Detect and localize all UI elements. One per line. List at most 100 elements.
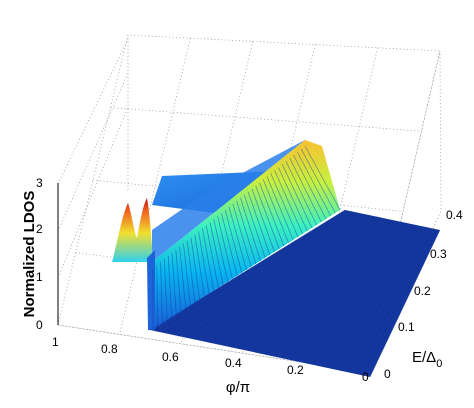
mesh-line	[237, 217, 384, 349]
mesh-line	[259, 219, 393, 354]
surface-mesh	[149, 145, 441, 378]
z-tick-label: 3	[36, 176, 43, 190]
grid-line-y	[92, 179, 404, 212]
mesh-line	[240, 197, 261, 262]
x-tick-label: 0.2	[287, 363, 304, 377]
y-axis-label-subscript: 0	[436, 358, 442, 370]
mesh-line	[259, 182, 285, 247]
flat-region	[150, 210, 440, 377]
mesh-line	[281, 164, 313, 229]
mesh-line	[270, 173, 299, 238]
mesh-line	[208, 215, 371, 343]
mesh-line	[311, 224, 415, 365]
mesh-line	[267, 220, 396, 356]
mesh-line	[281, 221, 403, 359]
mesh-line	[205, 225, 219, 289]
mesh-line	[171, 211, 355, 335]
mesh-line	[230, 217, 380, 348]
z-axis-label: Normalized LDOS	[21, 191, 38, 318]
mesh-line	[289, 222, 406, 360]
mesh-line	[333, 226, 425, 370]
mesh-line	[266, 176, 294, 241]
mesh-line	[149, 209, 346, 331]
mesh-line	[303, 223, 412, 364]
x-tick-label: 1	[52, 335, 59, 349]
grid-line-z	[57, 38, 129, 185]
mesh-line	[213, 219, 229, 283]
mesh-line	[209, 222, 224, 286]
mesh-line	[318, 225, 419, 367]
mesh-line	[285, 161, 317, 226]
mesh-line	[245, 218, 387, 351]
mesh-line	[304, 145, 341, 211]
mesh-line	[167, 255, 173, 319]
mesh-line	[223, 216, 377, 346]
mesh-line	[251, 188, 275, 253]
x-tick-label: 0	[362, 370, 369, 384]
edge-wall	[147, 250, 155, 330]
y-tick-label: 0.1	[398, 320, 415, 334]
mesh-line	[164, 211, 352, 334]
mesh-line	[300, 148, 336, 214]
y-tick-label: 0	[384, 367, 391, 381]
y-tick-labels: 0 0.1 0.2 0.3 0.4	[384, 208, 463, 381]
mesh-line	[340, 227, 428, 371]
mesh-line	[296, 223, 409, 362]
mesh-line	[193, 213, 365, 340]
x-axis-label: φ/π	[226, 379, 250, 396]
mesh-line	[243, 194, 266, 259]
mesh-line	[274, 221, 400, 357]
z-tick-label: 0	[36, 318, 43, 332]
mesh-line	[164, 258, 168, 322]
mesh-line	[247, 191, 271, 256]
mesh-line	[252, 219, 390, 353]
mesh-line	[297, 151, 331, 217]
mesh-line	[362, 229, 438, 376]
z-tick-label: 2	[36, 222, 43, 236]
mesh-line	[175, 249, 182, 313]
edge-peaks	[112, 198, 153, 262]
mesh-line	[156, 264, 159, 328]
mesh-line	[232, 203, 252, 268]
ridge-back	[152, 140, 305, 262]
x-tick-label: 0.6	[162, 350, 179, 364]
mesh-line	[289, 158, 322, 223]
mesh-line	[190, 237, 201, 301]
mesh-line	[183, 243, 191, 307]
mesh-line	[278, 167, 308, 232]
y-tick-label: 0.4	[446, 208, 463, 222]
mesh-line	[217, 216, 233, 280]
x-tick-label: 0.4	[225, 356, 242, 370]
y-tick-label: 0.2	[414, 284, 431, 298]
ldos-surface	[112, 140, 440, 377]
y-tick-label: 0.3	[430, 247, 447, 261]
mesh-line	[255, 185, 280, 250]
mesh-line	[293, 154, 327, 220]
grid-line-z	[57, 72, 129, 232]
mesh-line	[369, 229, 441, 378]
mesh-line	[202, 228, 215, 292]
mesh-line	[179, 212, 358, 337]
y-axis-label-main: E/Δ	[412, 349, 436, 366]
mesh-line	[215, 215, 374, 345]
z-tick-labels: 0 1 2 3	[36, 176, 43, 332]
x-tick-labels: 1 0.8 0.6 0.4 0.2 0	[52, 335, 369, 384]
mesh-line	[160, 261, 163, 325]
mesh-line	[355, 228, 434, 374]
z-tick-label: 1	[36, 270, 43, 284]
grid-line-y	[110, 107, 422, 132]
mesh-line	[171, 252, 177, 316]
mesh-line	[201, 214, 368, 342]
mesh-line	[157, 210, 349, 332]
mesh-line	[179, 246, 187, 310]
mesh-line	[274, 170, 303, 235]
mesh-line	[262, 179, 289, 244]
mesh-line	[224, 209, 243, 274]
x-tick-label: 0.8	[101, 342, 118, 356]
mesh-line	[236, 200, 257, 265]
mesh-line	[325, 225, 422, 368]
mesh-line	[194, 234, 205, 298]
mesh-line	[347, 227, 431, 373]
mesh-line	[186, 240, 196, 304]
